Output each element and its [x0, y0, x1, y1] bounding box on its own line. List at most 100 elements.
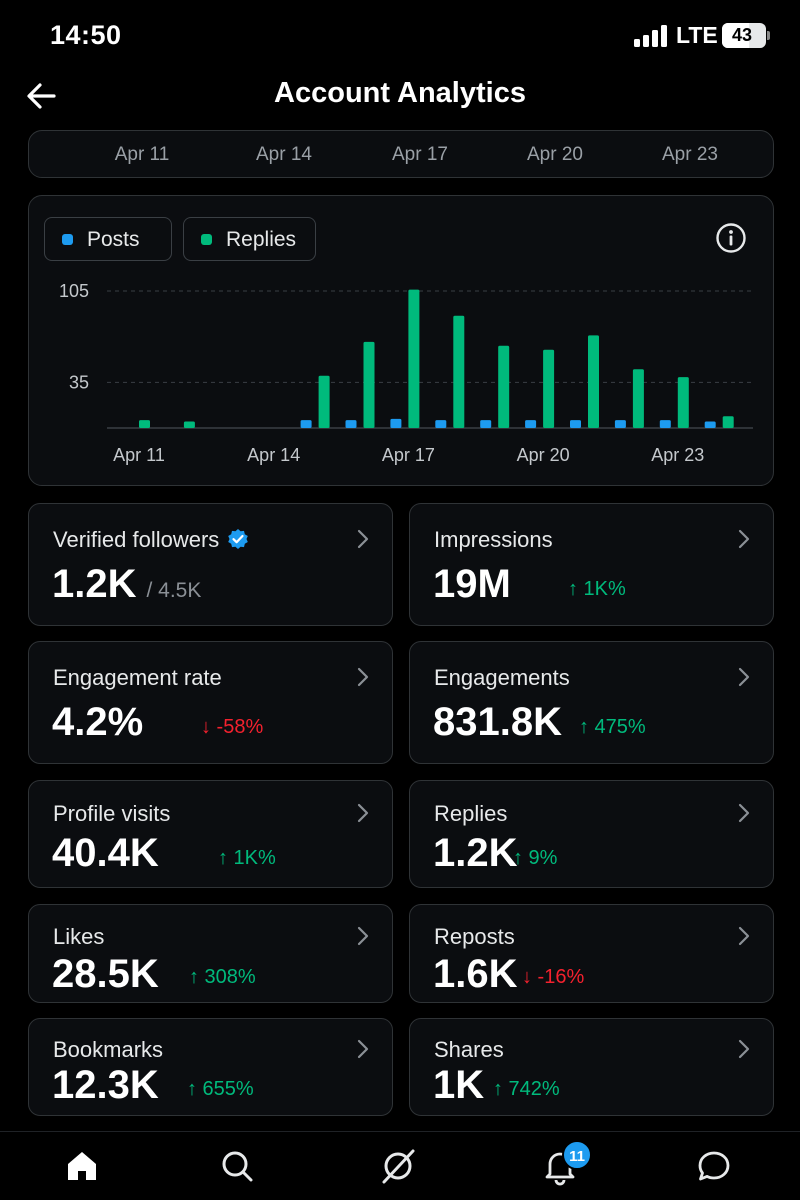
metric-change-up: ↑ 308%: [189, 966, 256, 988]
date-label[interactable]: Apr 23: [662, 144, 718, 165]
replies-bar: [408, 289, 420, 428]
metric-label-text: Likes: [53, 924, 105, 949]
metric-label-text: Engagements: [434, 665, 570, 690]
nav-home[interactable]: [60, 1144, 104, 1188]
date-label[interactable]: Apr 14: [256, 144, 312, 165]
date-range-selector[interactable]: Apr 11 Apr 14 Apr 17 Apr 20 Apr 23: [28, 130, 774, 178]
metric-card-likes[interactable]: Likes 28.5K ↑ 308%: [28, 904, 393, 1003]
chevron-right-icon: [356, 802, 370, 824]
metric-value: 1.2K / 4.5K: [52, 562, 201, 607]
metric-value: 831.8K: [433, 700, 562, 745]
battery-level: 43: [731, 25, 753, 45]
metric-value-text: 1K: [433, 1063, 485, 1107]
metric-label: Profile visits: [53, 801, 170, 827]
metric-value-text: 1.2K: [433, 831, 518, 875]
metric-label: Impressions: [434, 527, 553, 553]
activity-chart: 35 105 Apr 11 Apr 14 Apr 17 Apr 20 Apr 23: [59, 281, 753, 465]
chevron-right-icon: [356, 666, 370, 688]
home-icon: [68, 1152, 96, 1180]
nav-grok[interactable]: [376, 1144, 420, 1188]
nav-messages[interactable]: [692, 1144, 736, 1188]
metric-value-text: 12.3K: [52, 1063, 159, 1107]
arrow-left-icon: [27, 83, 56, 109]
replies-bar: [722, 416, 734, 428]
metric-card-replies[interactable]: Replies 1.2K ↑ 9%: [409, 780, 774, 888]
posts-bar: [300, 420, 312, 428]
metric-change-up: ↑ 1K%: [218, 847, 276, 869]
metric-card-engagements[interactable]: Engagements 831.8K ↑ 475%: [409, 641, 774, 764]
page-title: Account Analytics: [274, 77, 526, 109]
metric-value-text: 28.5K: [52, 952, 159, 996]
metric-label-text: Impressions: [434, 527, 553, 552]
y-tick-label: 105: [59, 281, 89, 301]
metric-change-down: ↓ -16%: [522, 966, 585, 988]
date-label[interactable]: Apr 20: [527, 144, 583, 165]
legend-posts[interactable]: Posts: [44, 217, 172, 261]
back-button[interactable]: [22, 76, 62, 116]
metric-label: Shares: [434, 1037, 504, 1063]
date-label[interactable]: Apr 11: [114, 144, 170, 165]
y-tick-label: 35: [69, 372, 89, 392]
activity-chart-card: 35 105 Apr 11 Apr 14 Apr 17 Apr 20 Apr 23 Post…: [28, 195, 774, 486]
posts-bar: [435, 420, 447, 428]
replies-bar: [588, 335, 599, 428]
battery-icon: 43: [722, 23, 770, 48]
metric-change-up: ↑ 1K%: [568, 578, 626, 600]
replies-bar: [139, 420, 150, 428]
nav-search[interactable]: [215, 1144, 259, 1188]
metric-value: 40.4K: [52, 831, 159, 876]
x-tick-label: Apr 17: [382, 445, 435, 465]
metric-label: Reposts: [434, 924, 515, 950]
metric-label: Engagement rate: [53, 665, 222, 691]
metric-value: 12.3K: [52, 1063, 159, 1108]
replies-bar: [183, 421, 195, 428]
metric-change-up: ↑ 9%: [513, 847, 558, 869]
metric-value: 4.2%: [52, 700, 143, 745]
metric-label-text: Engagement rate: [53, 665, 222, 690]
metric-card-shares[interactable]: Shares 1K ↑ 742%: [409, 1018, 774, 1116]
metric-label: Engagements: [434, 665, 570, 691]
metric-card-engagement-rate[interactable]: Engagement rate 4.2% ↓ -58%: [28, 641, 393, 764]
metric-value: 19M: [433, 562, 511, 607]
metric-value-text: 1.6K: [433, 952, 518, 996]
metric-change-up: ↑ 655%: [187, 1078, 254, 1100]
metric-value-text: 1.2K: [52, 562, 137, 606]
replies-bar: [363, 341, 375, 428]
metric-card-reposts[interactable]: Reposts 1.6K ↓ -16%: [409, 904, 774, 1003]
posts-bar: [704, 421, 716, 428]
status-bar: 14:50 LTE 43: [0, 0, 800, 72]
metric-value: 1.6K: [433, 952, 518, 997]
metric-card-bookmarks[interactable]: Bookmarks 12.3K ↑ 655%: [28, 1018, 393, 1116]
search-icon: [222, 1151, 253, 1182]
chevron-right-icon: [737, 666, 751, 688]
bottom-nav: [0, 1131, 800, 1200]
chevron-right-icon: [737, 528, 751, 550]
metric-label-text: Shares: [434, 1037, 504, 1062]
posts-color-dot: [62, 234, 73, 245]
metric-card-profile-visits[interactable]: Profile visits 40.4K ↑ 1K%: [28, 780, 393, 888]
chevron-right-icon: [737, 925, 751, 947]
legend-label: Replies: [226, 228, 297, 251]
metric-card-verified-followers[interactable]: Verified followers 1.2K / 4.5K: [28, 503, 393, 626]
metric-label: Replies: [434, 801, 507, 827]
metric-value-text: 831.8K: [433, 700, 562, 744]
info-button[interactable]: [715, 222, 747, 254]
x-tick-label: Apr 23: [651, 445, 704, 465]
date-label[interactable]: Apr 17: [392, 144, 448, 165]
posts-bar: [345, 420, 357, 428]
posts-bar: [614, 420, 626, 428]
chevron-right-icon: [356, 1038, 370, 1060]
verified-badge-icon: [227, 528, 249, 550]
metric-change-down: ↓ -58%: [201, 716, 264, 738]
metric-label-text: Profile visits: [53, 801, 171, 826]
metric-card-impressions[interactable]: Impressions 19M ↑ 1K%: [409, 503, 774, 626]
metric-value-text: 19M: [433, 562, 511, 606]
replies-bar: [498, 345, 510, 428]
legend-replies[interactable]: Replies: [183, 217, 316, 261]
chevron-right-icon: [737, 1038, 751, 1060]
posts-bar: [480, 420, 492, 428]
chevron-right-icon: [737, 802, 751, 824]
x-tick-label: Apr 20: [517, 445, 570, 465]
replies-bar: [543, 349, 555, 428]
signal-icon: [634, 25, 668, 47]
